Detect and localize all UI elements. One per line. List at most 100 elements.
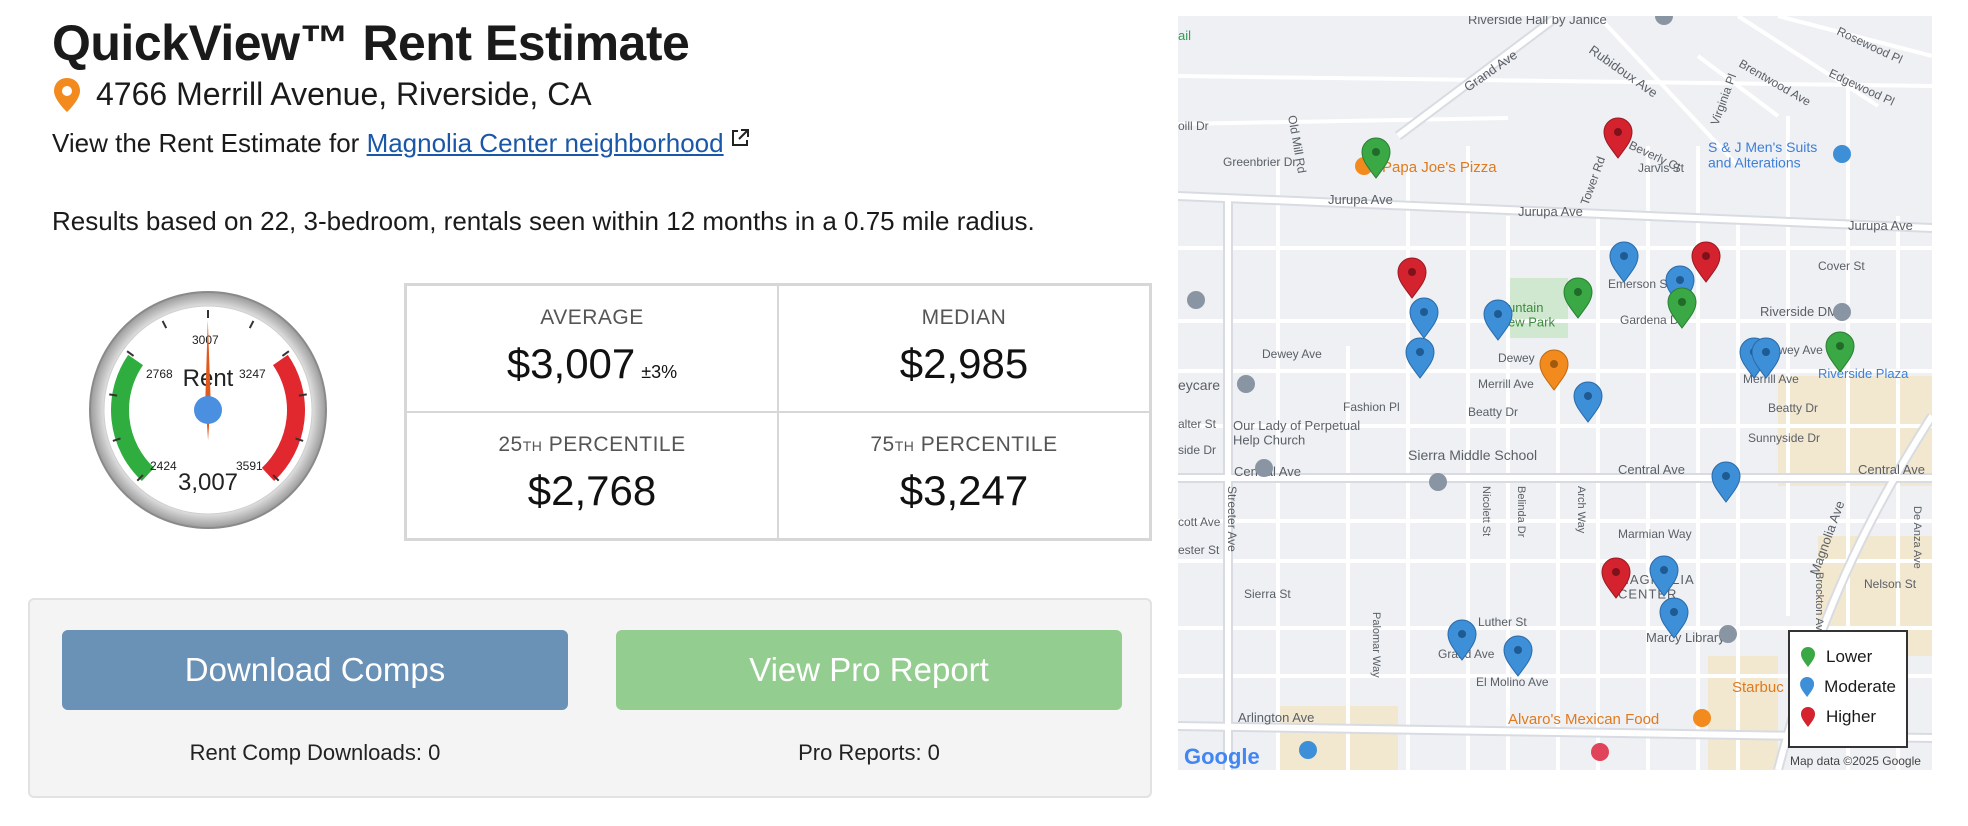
svg-text:Cover St: Cover St — [1818, 259, 1865, 273]
marker-moderate — [1751, 337, 1781, 379]
svg-text:Sierra Middle School: Sierra Middle School — [1408, 447, 1537, 463]
gauge-tick-2768: 2768 — [146, 367, 173, 381]
svg-text:Arch Way: Arch Way — [1575, 486, 1587, 534]
commercial-area-3 — [1708, 656, 1778, 770]
marker-moderate — [1503, 635, 1533, 677]
svg-text:Central Ave: Central Ave — [1618, 462, 1685, 477]
hospital-poi-icon — [1591, 743, 1609, 761]
map-credit: Map data ©2025 Google — [1790, 754, 1921, 768]
marker-lower — [1563, 277, 1593, 319]
google-logo: Google — [1184, 744, 1260, 769]
gauge-tick-mark — [136, 474, 144, 482]
svg-text:Beatty Dr: Beatty Dr — [1468, 405, 1518, 419]
gauge-tick-mark — [109, 393, 118, 397]
gauge-tick-mark — [126, 350, 135, 357]
marker-moderate — [1659, 597, 1689, 639]
average-value-row: $3,007 ±3% — [507, 340, 677, 388]
svg-text:Central Ave: Central Ave — [1858, 462, 1925, 477]
location-pin-icon — [54, 77, 80, 112]
svg-text:Palomar Way: Palomar Way — [1370, 612, 1382, 678]
rent-gauge: 2768 3007 3247 2424 3591 Rent 3,007 — [89, 291, 327, 529]
svg-text:Sierra St: Sierra St — [1244, 587, 1291, 601]
gauge-hub — [194, 396, 222, 424]
svg-text:Merrill Ave: Merrill Ave — [1743, 372, 1799, 386]
svg-text:Greenbrier Dr: Greenbrier Dr — [1223, 155, 1296, 169]
marker-moderate — [1609, 241, 1639, 283]
external-link-icon[interactable] — [730, 128, 750, 148]
gauge-tick-2424: 2424 — [150, 459, 177, 473]
gauge-needle — [205, 320, 211, 411]
commercial-area — [1778, 376, 1932, 486]
rent-comp-downloads-count: Rent Comp Downloads: 0 — [189, 740, 441, 765]
svg-text:Dewey Ave: Dewey Ave — [1262, 347, 1322, 361]
svg-text:Marcy Library: Marcy Library — [1646, 630, 1725, 645]
marker-moderate — [1573, 381, 1603, 423]
map-legend: Lower Moderate Higher — [1788, 630, 1908, 748]
neighborhood-link[interactable]: Magnolia Center neighborhood — [366, 128, 724, 158]
library-poi-icon — [1719, 625, 1737, 643]
svg-text:Jarvis St: Jarvis St — [1638, 161, 1685, 175]
place-poi-icon-3 — [1655, 16, 1673, 25]
shopping-poi-icon — [1299, 741, 1317, 759]
marker-subject-property — [1539, 349, 1569, 391]
average-margin: ±3% — [641, 362, 678, 382]
gauge-tick-mark — [295, 437, 304, 442]
marker-moderate — [1405, 337, 1435, 379]
gauge-low-zone — [111, 354, 155, 481]
svg-text:eycare: eycare — [1178, 377, 1220, 393]
view-pro-report-button[interactable]: View Pro Report — [616, 630, 1122, 710]
svg-text:Brockton Ave: Brockton Ave — [1813, 572, 1825, 637]
gauge-tick-mark — [298, 393, 307, 397]
place-poi-icon — [1187, 291, 1205, 309]
p25-cell: 25TH PERCENTILE $2,768 — [406, 412, 778, 539]
svg-text:Beatty Dr: Beatty Dr — [1768, 401, 1818, 415]
government-poi-icon — [1833, 303, 1851, 321]
p75-cell: 75TH PERCENTILE $3,247 — [778, 412, 1150, 539]
address-line: 4766 Merrill Avenue, Riverside, CA — [52, 76, 592, 113]
map-canvas[interactable]: Riverside Hall by Janice Grand Ave Rubid… — [1178, 16, 1932, 770]
average-label: AVERAGE — [540, 306, 644, 329]
red-marker-icon — [1801, 707, 1815, 727]
address-text: 4766 Merrill Avenue, Riverside, CA — [96, 76, 592, 112]
svg-text:Riverside Hall by Janice: Riverside Hall by Janice — [1468, 16, 1607, 27]
svg-text:Merrill Ave: Merrill Ave — [1478, 377, 1534, 391]
page-title: QuickView™ Rent Estimate — [52, 15, 690, 71]
park-area — [1508, 278, 1568, 338]
commercial-area-4 — [1278, 706, 1398, 770]
view-estimate-line: View the Rent Estimate for Magnolia Cent… — [52, 128, 750, 159]
median-cell: MEDIAN $2,985 — [778, 285, 1150, 412]
svg-text:ail: ail — [1178, 28, 1191, 43]
rent-comps-map[interactable]: Riverside Hall by Janice Grand Ave Rubid… — [1178, 16, 1932, 770]
svg-text:Streeter Ave: Streeter Ave — [1225, 486, 1239, 552]
svg-text:Belinda Dr: Belinda Dr — [1515, 486, 1527, 538]
marker-moderate — [1447, 619, 1477, 661]
blue-marker-icon — [1800, 677, 1815, 697]
gauge-tick-mark — [112, 437, 121, 442]
actions-panel: Download Comps View Pro Report Rent Comp… — [28, 598, 1152, 798]
legend-higher: Higher — [1800, 702, 1896, 732]
view-prefix: View the Rent Estimate for — [52, 128, 367, 158]
store-poi-icon — [1833, 145, 1851, 163]
download-comps-button[interactable]: Download Comps — [62, 630, 568, 710]
svg-text:Jurupa Ave: Jurupa Ave — [1328, 192, 1393, 207]
svg-text:alter St: alter St — [1178, 417, 1217, 431]
marker-lower — [1667, 287, 1697, 329]
svg-text:cott Ave: cott Ave — [1178, 515, 1221, 529]
svg-text:Alvaro's Mexican Food: Alvaro's Mexican Food — [1508, 711, 1659, 728]
green-marker-icon — [1801, 647, 1815, 667]
gauge-tick-mark — [272, 474, 280, 482]
svg-text:Sunnyside Dr: Sunnyside Dr — [1748, 431, 1820, 445]
gauge-value: 3,007 — [178, 469, 238, 496]
marker-lower — [1825, 331, 1855, 373]
svg-text:Nelson St: Nelson St — [1864, 577, 1917, 591]
place-poi-icon-2 — [1237, 375, 1255, 393]
pro-reports-count: Pro Reports: 0 — [798, 740, 940, 765]
marker-higher — [1691, 241, 1721, 283]
svg-text:Riverside DMV: Riverside DMV — [1760, 304, 1847, 319]
median-value: $2,985 — [899, 340, 1029, 387]
svg-text:Riverside Plaza: Riverside Plaza — [1818, 366, 1909, 381]
p25-label: 25TH PERCENTILE — [498, 433, 686, 456]
school-poi-icon — [1429, 473, 1447, 491]
p75-label: 75TH PERCENTILE — [870, 433, 1058, 456]
